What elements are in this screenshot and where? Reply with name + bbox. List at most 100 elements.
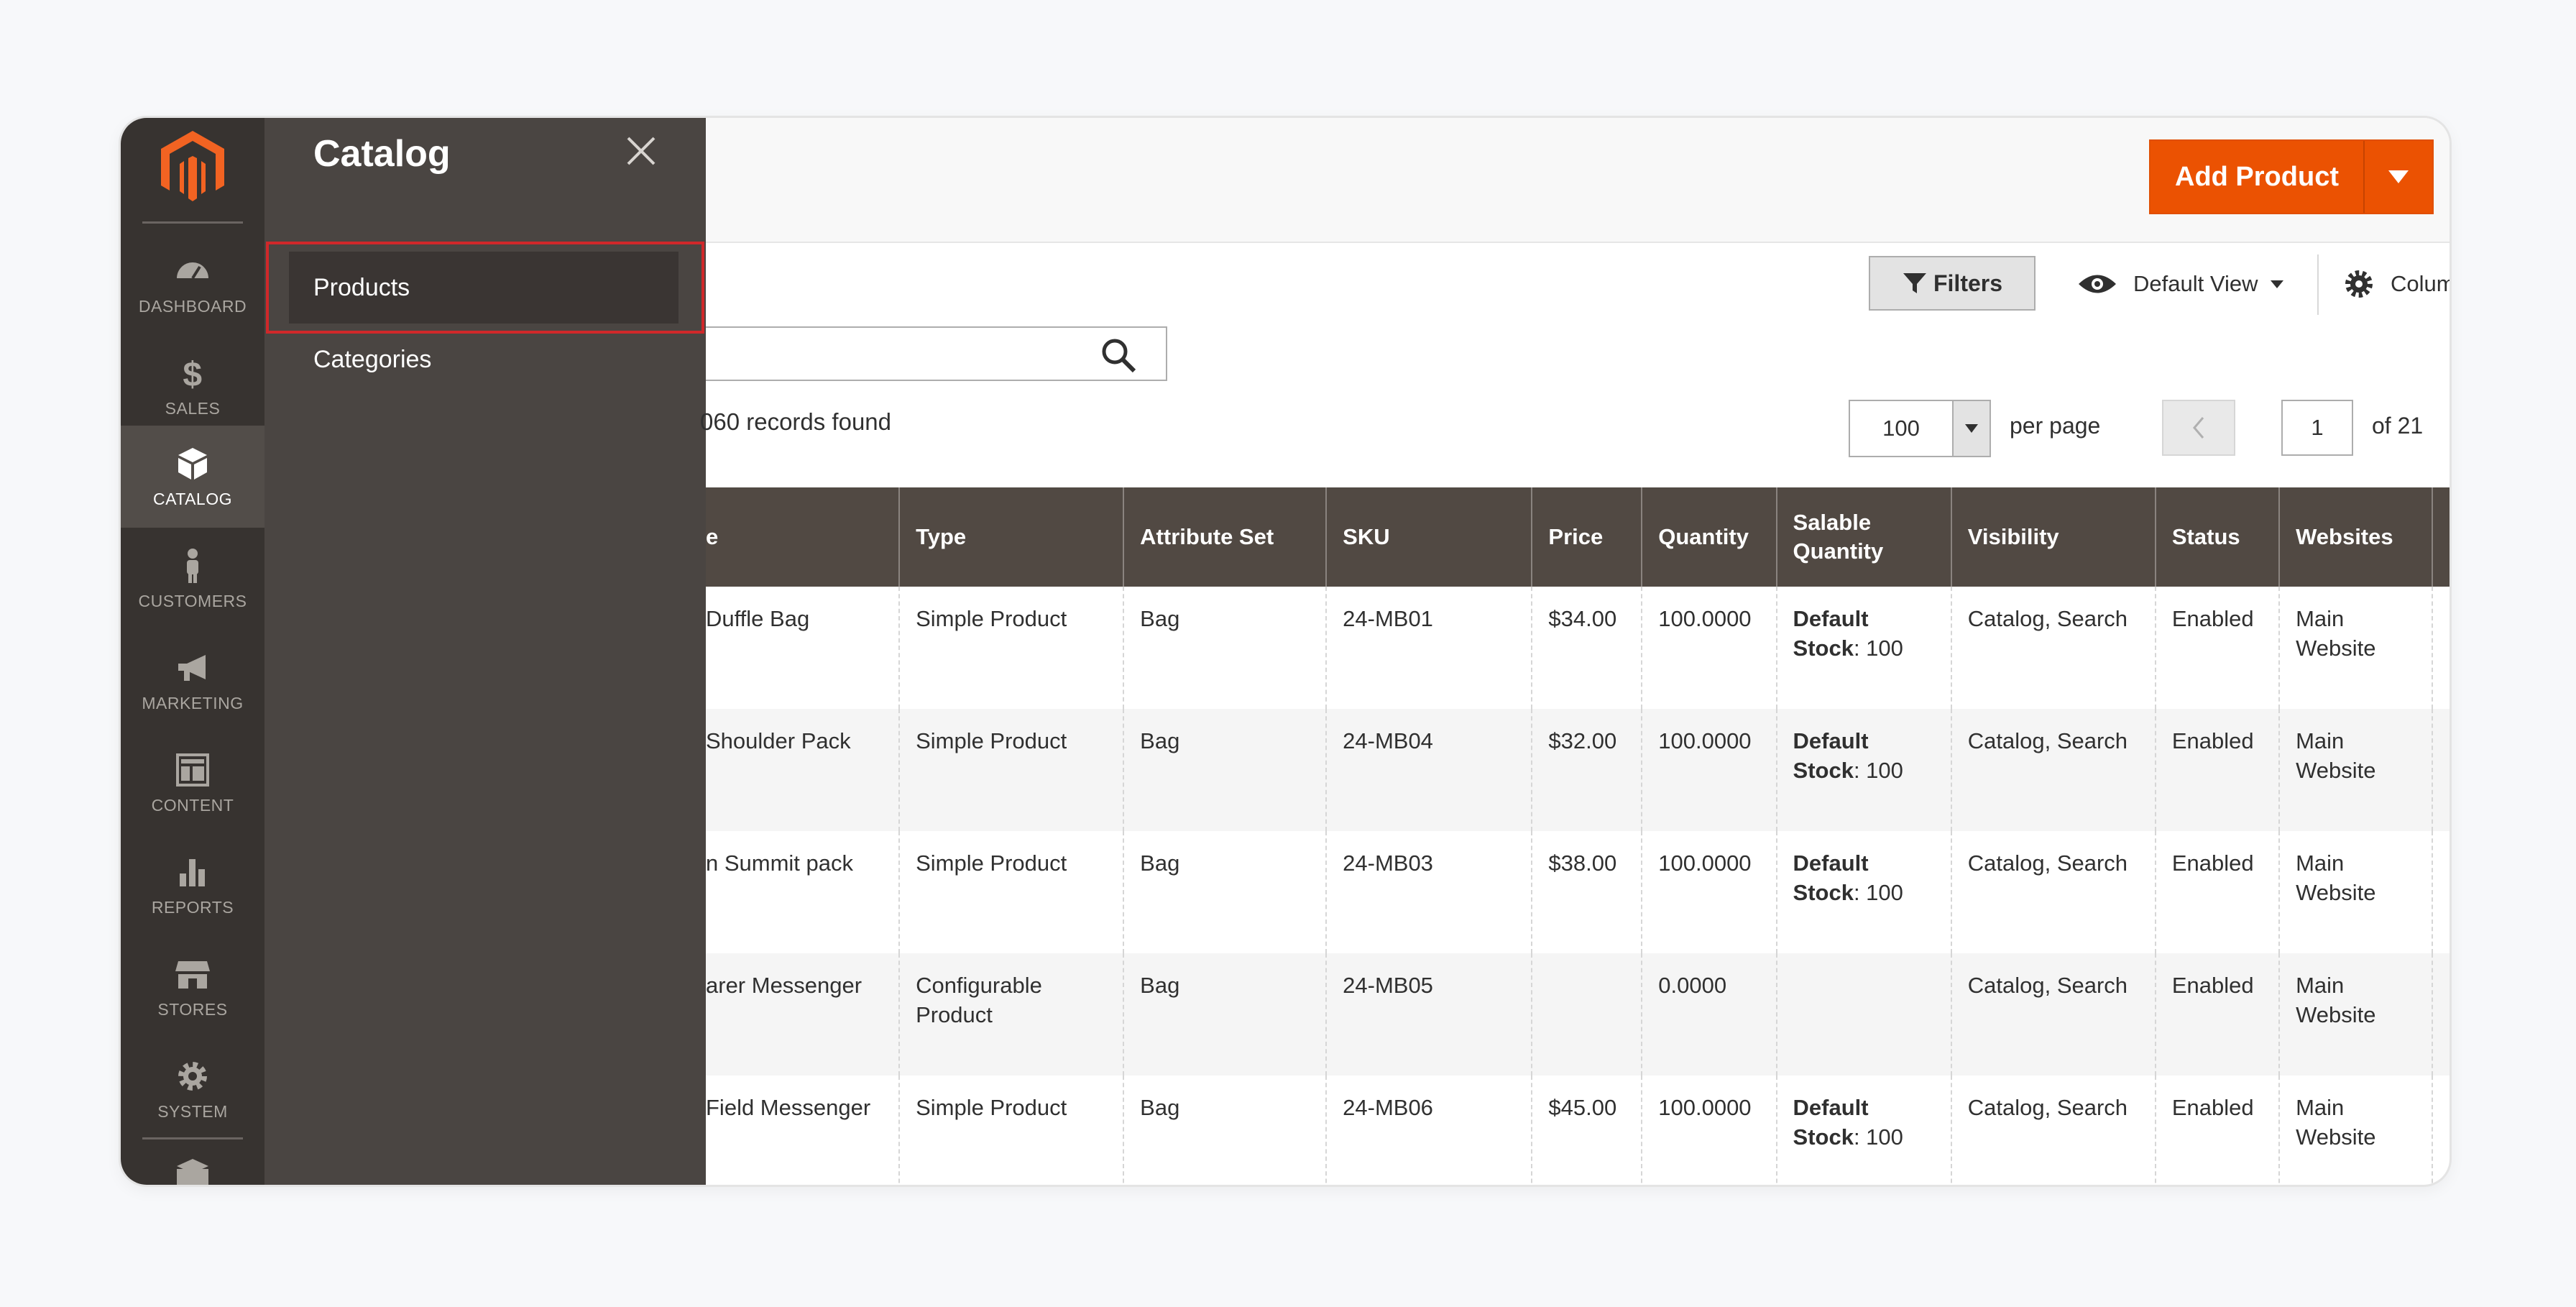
nav-item-content[interactable]: CONTENT: [121, 732, 264, 834]
filters-label: Filters: [1933, 270, 2003, 296]
cell-status: Enabled: [2154, 709, 2280, 831]
nav-item-reports[interactable]: REPORTS: [121, 834, 264, 936]
salable-stock-value: : 100: [1853, 758, 1903, 783]
cell-sku: 24-MB01: [1325, 587, 1532, 709]
flyout-item-products[interactable]: Products: [289, 252, 678, 324]
chevron-down-icon: [2271, 280, 2284, 288]
cell-salable-quantity: Default Stock: 100: [1775, 709, 1951, 831]
close-icon[interactable]: [624, 134, 658, 168]
edit-link[interactable]: Edit: [2449, 973, 2450, 998]
column-header-name[interactable]: e: [706, 487, 900, 587]
column-header-type[interactable]: Type: [898, 487, 1124, 587]
dollar-icon: $: [183, 356, 202, 392]
nav-item-catalog[interactable]: CATALOG: [121, 426, 264, 528]
cell-salable-quantity: Default Stock: 100: [1775, 831, 1951, 953]
cell-name: Shoulder Pack: [706, 709, 900, 831]
keyword-search-input[interactable]: [706, 326, 1167, 381]
column-header-websites[interactable]: Websites: [2278, 487, 2433, 587]
nav-label: DASHBOARD: [138, 296, 247, 316]
product-grid: e Type Attribute Set SKU Price Quantity …: [706, 487, 2450, 1185]
cell-name: arer Messenger: [706, 953, 900, 1076]
nav-item-stores[interactable]: STORES: [121, 936, 264, 1038]
cell-quantity: 100.0000: [1641, 1076, 1777, 1185]
column-header-action: Action: [2432, 487, 2450, 587]
cell-type: Configurable Product: [898, 953, 1124, 1076]
nav-item-customers[interactable]: CUSTOMERS: [121, 528, 264, 630]
table-row[interactable]: n Summit pack Simple Product Bag 24-MB03 $38…: [706, 831, 2450, 953]
salable-stock-value: : 100: [1853, 636, 1903, 661]
table-row[interactable]: Duffle Bag Simple Product Bag 24-MB01 $34.00…: [706, 587, 2450, 709]
cell-status: Enabled: [2154, 1076, 2280, 1185]
cell-salable-quantity: Default Stock: 100: [1775, 1076, 1951, 1185]
cell-salable-quantity: [1775, 953, 1951, 1076]
flyout-item-categories[interactable]: Categories: [313, 345, 432, 373]
nav-item-marketing[interactable]: MARKETING: [121, 630, 264, 732]
cell-quantity: 100.0000: [1641, 587, 1777, 709]
salable-stock-value: : 100: [1853, 880, 1903, 905]
column-header-price[interactable]: Price: [1531, 487, 1642, 587]
edit-link[interactable]: Edit: [2449, 728, 2450, 753]
table-row[interactable]: Shoulder Pack Simple Product Bag 24-MB04 $32…: [706, 709, 2450, 831]
cell-quantity: 100.0000: [1641, 831, 1777, 953]
cell-quantity: 100.0000: [1641, 709, 1777, 831]
search-icon[interactable]: [1100, 336, 1137, 374]
nav-item-system[interactable]: SYSTEM: [121, 1038, 264, 1140]
filter-icon: [1903, 273, 1926, 293]
cell-sku: 24-MB06: [1325, 1076, 1532, 1185]
cell-price: $45.00: [1531, 1076, 1642, 1185]
megaphone-icon: [178, 654, 206, 681]
nav-item-sales[interactable]: $ SALES: [121, 335, 264, 437]
column-header-attribute-set[interactable]: Attribute Set: [1123, 487, 1327, 587]
cell-type: Simple Product: [898, 1076, 1124, 1185]
default-view-dropdown[interactable]: Default View: [2077, 259, 2284, 309]
column-header-salable-quantity[interactable]: Salable Quantity: [1775, 487, 1951, 587]
current-page-input[interactable]: 1: [2281, 400, 2353, 456]
gear-icon: [178, 1061, 207, 1091]
edit-link[interactable]: Edit: [2449, 850, 2450, 876]
edit-link[interactable]: Edit: [2449, 606, 2450, 631]
magento-logo[interactable]: [158, 127, 227, 206]
filters-button[interactable]: Filters: [1869, 256, 2036, 311]
admin-nav: DASHBOARD $ SALES CATALOG CUSTOMERS: [121, 118, 264, 1185]
add-product-label: Add Product: [2175, 161, 2339, 192]
add-product-button[interactable]: Add Product: [2149, 139, 2434, 214]
cell-price: [1531, 953, 1642, 1076]
per-page-value: 100: [1882, 416, 1920, 441]
salable-stock-label: Default Stock: [1793, 850, 1869, 905]
cell-status: Enabled: [2154, 953, 2280, 1076]
table-row[interactable]: Field Messenger Simple Product Bag 24-MB06 $…: [706, 1076, 2450, 1185]
cell-websites: Main Website: [2278, 709, 2433, 831]
nav-label: SYSTEM: [157, 1101, 228, 1121]
flyout-title: Catalog: [313, 133, 451, 175]
svg-text:$: $: [183, 356, 202, 392]
cell-visibility: Catalog, Search: [1950, 831, 2156, 953]
add-product-dropdown-toggle[interactable]: [2363, 141, 2432, 213]
columns-label: Columns: [2391, 271, 2450, 296]
cell-attribute-set: Bag: [1123, 953, 1327, 1076]
storefront-icon: [175, 960, 210, 989]
cell-status: Enabled: [2154, 587, 2280, 709]
cell-name: n Summit pack: [706, 850, 854, 876]
per-page-select[interactable]: 100: [1849, 400, 1991, 457]
column-header-visibility[interactable]: Visibility: [1950, 487, 2156, 587]
cell-action: Edit: [2432, 587, 2450, 709]
nav-label: CONTENT: [151, 795, 234, 815]
columns-dropdown[interactable]: Columns: [2343, 259, 2450, 309]
edit-link[interactable]: Edit: [2449, 1095, 2450, 1120]
nav-label: MARKETING: [142, 693, 244, 712]
column-header-status[interactable]: Status: [2154, 487, 2280, 587]
chevron-left-icon: [2193, 417, 2204, 439]
per-page-toggle[interactable]: [1952, 401, 1990, 456]
table-row[interactable]: arer Messenger Configurable Product Bag 24-…: [706, 953, 2450, 1076]
cell-action: Edit: [2432, 953, 2450, 1076]
cell-type: Simple Product: [898, 587, 1124, 709]
column-header-sku[interactable]: SKU: [1325, 487, 1532, 587]
previous-page-button[interactable]: [2162, 400, 2235, 456]
eye-icon: [2079, 275, 2116, 293]
total-pages: of 21: [2372, 413, 2424, 439]
nav-item-dashboard[interactable]: DASHBOARD: [121, 233, 264, 335]
grid-header-row: e Type Attribute Set SKU Price Quantity …: [706, 487, 2450, 587]
column-header-quantity[interactable]: Quantity: [1641, 487, 1777, 587]
records-found: 060 records found: [700, 408, 892, 435]
extensions-icon[interactable]: [174, 1157, 211, 1185]
